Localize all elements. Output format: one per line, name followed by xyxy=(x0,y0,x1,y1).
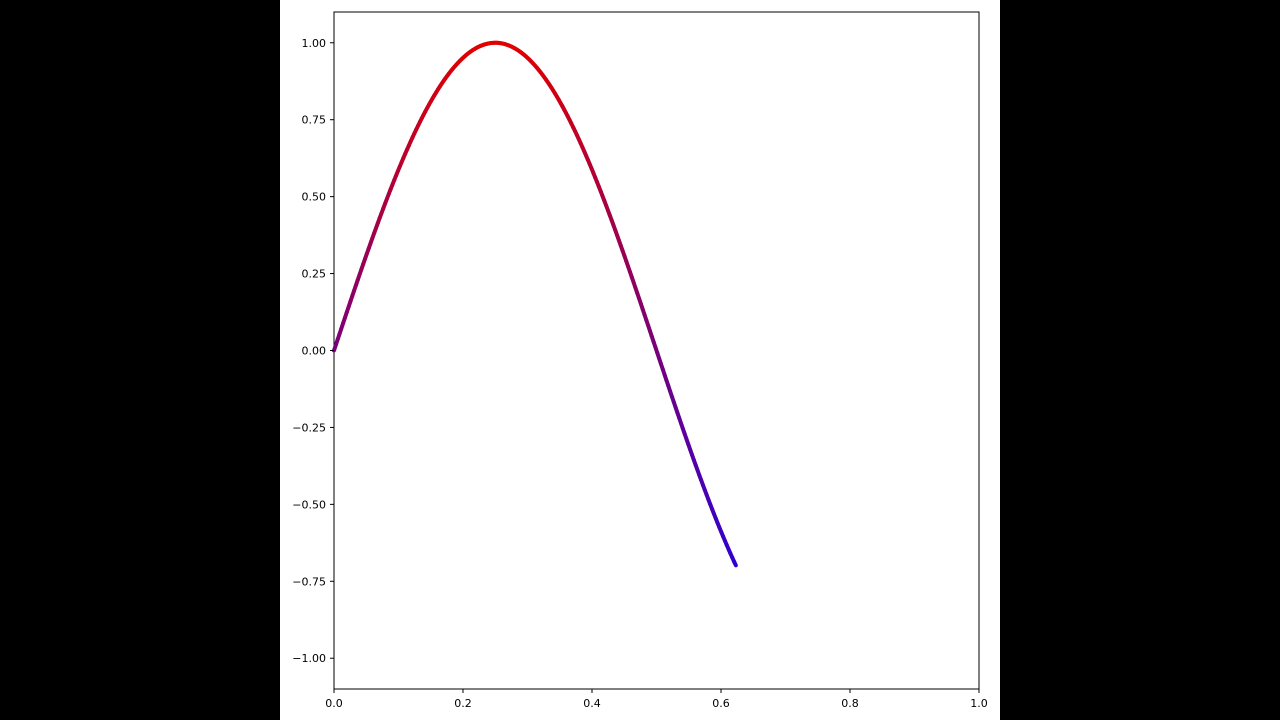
y-tick-label: −0.25 xyxy=(292,421,326,434)
series-layer xyxy=(332,40,738,568)
y-tick-label: 1.00 xyxy=(302,37,327,50)
x-tick-label: 0.8 xyxy=(841,697,859,710)
y-tick-label: −1.00 xyxy=(292,652,326,665)
y-tick-label: 0.75 xyxy=(302,114,327,127)
x-tick-label: 0.4 xyxy=(583,697,601,710)
y-tick-label: 0.00 xyxy=(302,345,327,358)
chart-figure: 0.0 0.2 0.4 0.6 0.8 1.0 1.00 0.75 0.50 0.25 0.00 −0… xyxy=(280,0,1000,720)
axis-layer: 0.0 0.2 0.4 0.6 0.8 1.0 1.00 0.75 0.50 0.25 0.00 −0… xyxy=(292,37,987,710)
y-tick-label: 0.25 xyxy=(302,268,327,281)
line-chart: 0.0 0.2 0.4 0.6 0.8 1.0 1.00 0.75 0.50 0.25 0.00 −0… xyxy=(292,11,988,710)
y-tick-label: 0.50 xyxy=(302,191,327,204)
y-tick-label: −0.50 xyxy=(292,498,326,511)
x-tick-label: 0.2 xyxy=(454,697,472,710)
curve-segment xyxy=(732,559,738,568)
y-tick-label: −0.75 xyxy=(292,575,326,588)
x-tick-label: 0.6 xyxy=(712,697,730,710)
x-tick-label: 1.0 xyxy=(970,697,988,710)
x-tick-label: 0.0 xyxy=(325,697,343,710)
